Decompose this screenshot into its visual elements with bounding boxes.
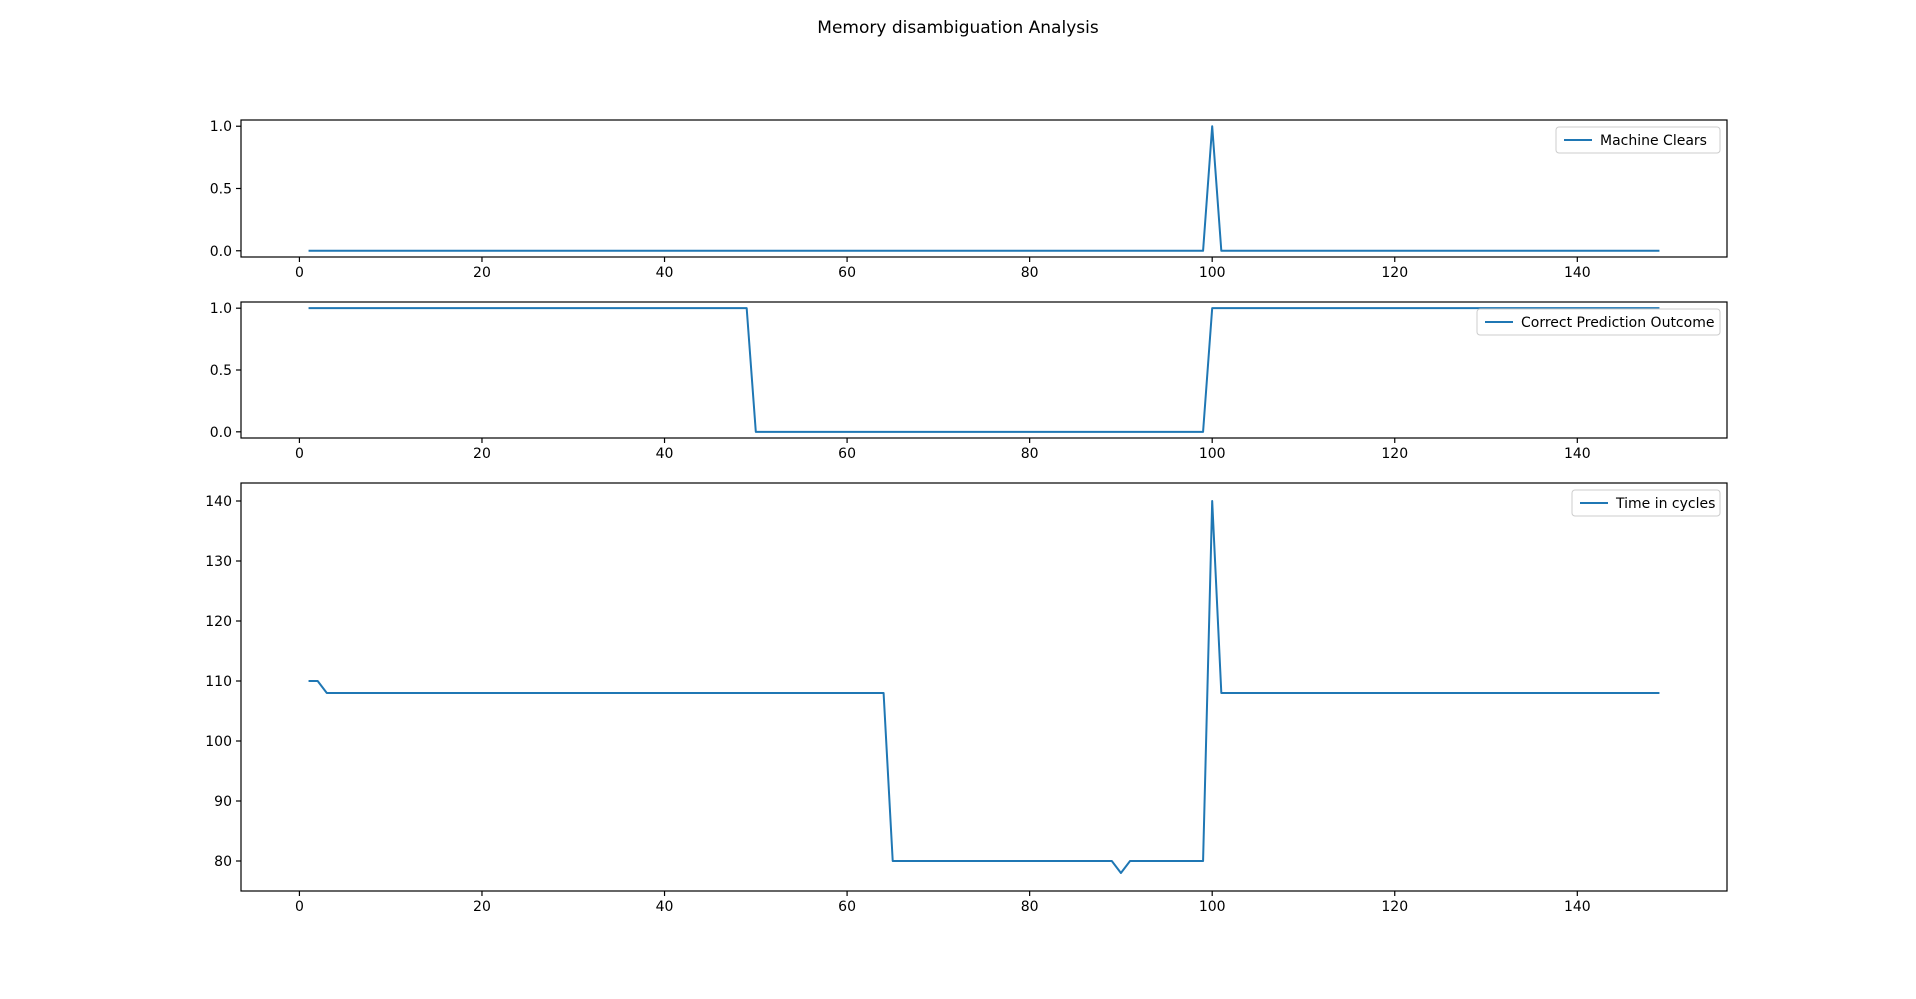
- x-tick-label: 20: [473, 265, 491, 281]
- x-tick-label: 40: [656, 265, 674, 281]
- x-tick-label: 0: [295, 265, 304, 281]
- subplot-3: 0 20 40 60 80 100 120 140 80 90 100 110 120 130 140 Tim…: [205, 482, 1728, 915]
- x-tick-label: 0: [295, 899, 304, 915]
- legend-box: [1555, 126, 1721, 154]
- y-tick-label: 80: [214, 854, 232, 870]
- y-tick-label: 110: [205, 674, 232, 690]
- x-tick-label: 80: [1021, 899, 1039, 915]
- legend-2: Correct Prediction Outcome: [1476, 308, 1721, 336]
- legend-label: Correct Prediction Outcome: [1521, 315, 1714, 331]
- axes-frame-3: [240, 482, 1728, 892]
- series-line-1-1: [308, 125, 1660, 252]
- y-tick-label: 120: [205, 614, 232, 630]
- x-tick-label: 140: [1564, 265, 1591, 281]
- x-tick-label: 120: [1381, 265, 1408, 281]
- y-tick-label: 0.5: [210, 363, 232, 379]
- x-tick-label: 40: [656, 446, 674, 462]
- subplot-1: 0 20 40 60 80 100 120 140 0.0 0.5 1.0 Machine Clear…: [210, 119, 1728, 281]
- x-tick-label: 60: [838, 899, 856, 915]
- y-tick-label: 90: [214, 794, 232, 810]
- y-tick-label: 130: [205, 554, 232, 570]
- x-tick-label: 20: [473, 899, 491, 915]
- x-tick-label: 100: [1199, 899, 1226, 915]
- x-tick-label: 40: [656, 899, 674, 915]
- x-tick-label: 80: [1021, 446, 1039, 462]
- subplot-panels: 0 20 40 60 80 100 120 140 0.0 0.5 1.0 Machine Clear…: [205, 119, 1728, 915]
- legend-label: Time in cycles: [1615, 496, 1715, 512]
- x-tick-label: 120: [1381, 899, 1408, 915]
- y-tick-label: 0.0: [210, 425, 232, 441]
- y-tick-label: 1.0: [210, 119, 232, 135]
- x-tick-label: 80: [1021, 265, 1039, 281]
- y-tick-label: 0.0: [210, 244, 232, 260]
- x-tick-label: 60: [838, 446, 856, 462]
- series-line-2-1: [308, 307, 1660, 433]
- y-tick-label: 1.0: [210, 301, 232, 317]
- legend-box: [1571, 489, 1721, 517]
- x-tick-label: 60: [838, 265, 856, 281]
- y-tick-label: 100: [205, 734, 232, 750]
- subplot-2: 0 20 40 60 80 100 120 140 0.0 0.5 1.0 Correct Predi…: [210, 301, 1728, 462]
- figure-title: Memory disambiguation Analysis: [817, 18, 1099, 38]
- x-tick-label: 0: [295, 446, 304, 462]
- x-tick-label: 100: [1199, 265, 1226, 281]
- x-tick-label: 100: [1199, 446, 1226, 462]
- legend-label: Machine Clears: [1600, 133, 1707, 149]
- legend-1: Machine Clears: [1555, 126, 1721, 154]
- x-tick-label: 120: [1381, 446, 1408, 462]
- legend-3: Time in cycles: [1571, 489, 1721, 517]
- y-tick-label: 140: [205, 494, 232, 510]
- y-tick-label: 0.5: [210, 182, 232, 198]
- legend-box: [1476, 308, 1721, 336]
- series-line-3-1: [308, 500, 1660, 874]
- x-tick-label: 140: [1564, 446, 1591, 462]
- x-tick-label: 20: [473, 446, 491, 462]
- x-tick-label: 140: [1564, 899, 1591, 915]
